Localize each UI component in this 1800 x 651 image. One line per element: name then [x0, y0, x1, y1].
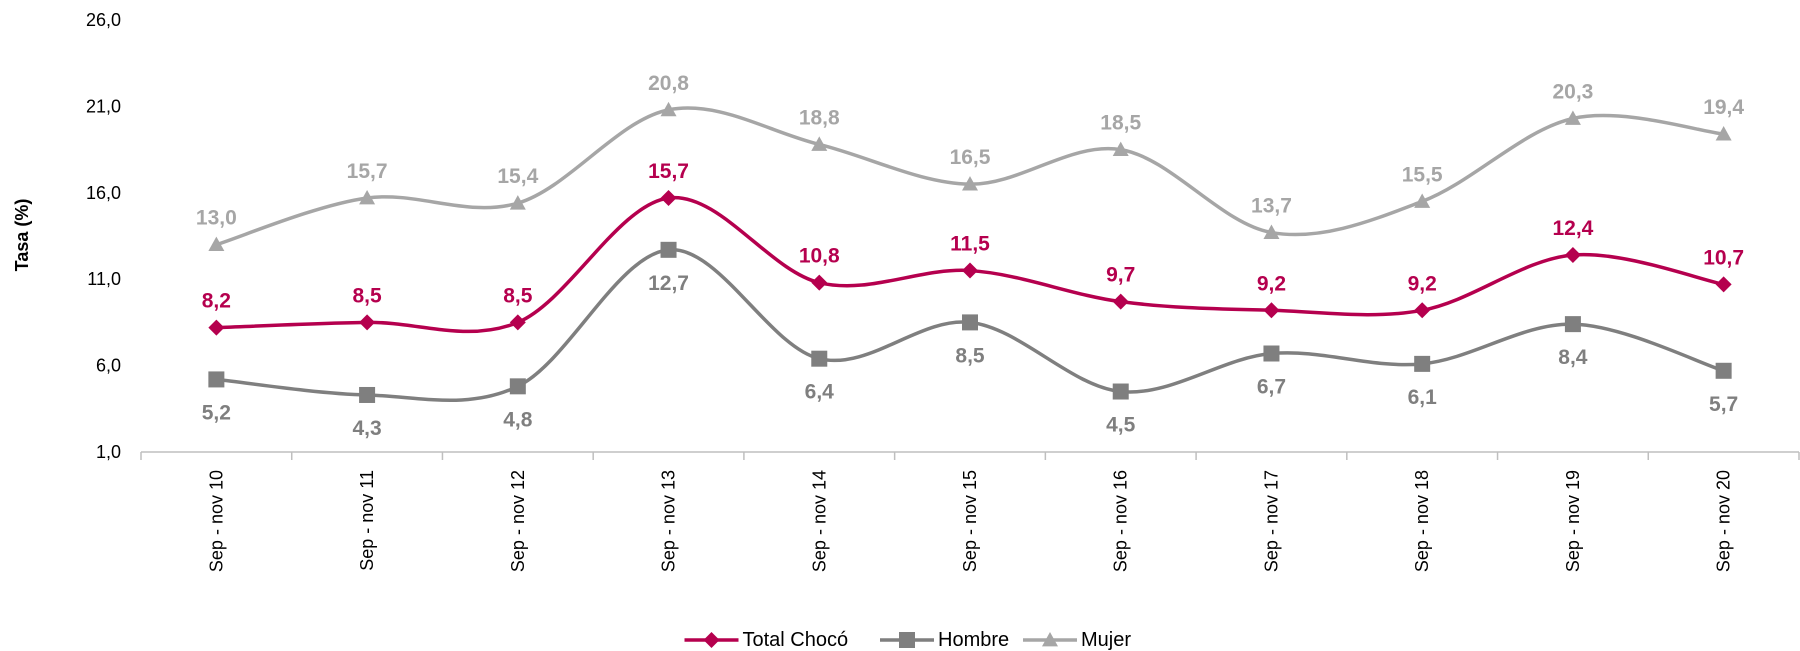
- x-tick-label: Sep - nov 14: [809, 470, 829, 572]
- point: [509, 195, 526, 210]
- point: [1715, 126, 1732, 141]
- data-label: 5,2: [202, 401, 231, 424]
- point: [1414, 302, 1431, 319]
- point: [509, 378, 526, 395]
- point: [1414, 193, 1431, 208]
- point: [703, 632, 720, 648]
- legend-item: Mujer: [1023, 629, 1131, 651]
- point: [962, 262, 978, 279]
- point: [1042, 632, 1058, 647]
- legend-label: Mujer: [1081, 629, 1131, 651]
- point: [660, 101, 677, 117]
- data-label: 16,5: [950, 146, 991, 169]
- y-tick-label: 6,0: [96, 356, 121, 376]
- data-label: 4,8: [503, 408, 533, 431]
- point: [1564, 110, 1581, 125]
- point: [1112, 383, 1129, 400]
- data-label: 8,5: [503, 284, 533, 307]
- data-label: 4,5: [1106, 414, 1136, 437]
- data-label: 13,0: [196, 207, 237, 230]
- x-tick-label: Sep - nov 15: [960, 470, 980, 572]
- point: [208, 236, 225, 252]
- point: [811, 136, 828, 151]
- x-tick-label: Sep - nov 20: [1714, 470, 1734, 572]
- x-tick-label: Sep - nov 17: [1261, 470, 1281, 572]
- data-label: 10,8: [799, 245, 840, 268]
- y-tick-label: 11,0: [87, 269, 121, 289]
- data-label: 6,1: [1408, 386, 1438, 409]
- data-label: 18,5: [1100, 112, 1141, 135]
- point: [1263, 345, 1280, 362]
- point: [1263, 224, 1280, 239]
- y-tick-label: 1,0: [96, 442, 121, 462]
- data-label: 9,2: [1257, 272, 1286, 295]
- data-label: 19,4: [1703, 96, 1744, 119]
- data-label: 15,7: [648, 160, 689, 183]
- x-tick-label: Sep - nov 19: [1563, 470, 1583, 572]
- point: [1112, 293, 1129, 310]
- x-tick-label: Sep - nov 16: [1111, 470, 1131, 572]
- point: [1715, 362, 1732, 379]
- point: [208, 319, 225, 336]
- data-label: 12,7: [648, 272, 689, 295]
- point: [962, 314, 978, 331]
- line: [216, 248, 1725, 403]
- point: [962, 176, 978, 191]
- data-label: 6,4: [805, 381, 835, 404]
- point: [509, 314, 526, 331]
- data-label: 11,5: [950, 233, 990, 256]
- point: [1564, 316, 1581, 333]
- legend-label: Total Chocó: [743, 629, 849, 651]
- data-label: 10,7: [1703, 246, 1744, 269]
- data-label: 15,7: [347, 160, 388, 183]
- data-label: 15,4: [497, 165, 538, 188]
- x-tick-label: Sep - nov 13: [659, 470, 679, 572]
- legend-item: Total Chocó: [684, 629, 849, 651]
- x-tick-label: Sep - nov 10: [206, 470, 226, 572]
- data-label: 18,8: [799, 106, 840, 129]
- line: [216, 196, 1724, 334]
- data-label: 20,8: [648, 72, 689, 95]
- point: [359, 189, 376, 205]
- legend-label: Hombre: [938, 629, 1009, 651]
- point: [208, 371, 225, 388]
- y-tick-label: 21,0: [86, 96, 121, 116]
- data-label: 20,3: [1552, 80, 1593, 103]
- data-label: 8,4: [1558, 346, 1588, 369]
- x-tick-label: Sep - nov 18: [1412, 470, 1432, 572]
- data-label: 13,7: [1251, 195, 1292, 218]
- data-label: 8,5: [352, 284, 382, 307]
- point: [359, 386, 376, 403]
- point: [899, 632, 915, 648]
- x-tick-label: Sep - nov 11: [357, 470, 377, 571]
- data-label: 12,4: [1552, 217, 1593, 240]
- series: 8,2 8,5 8,5 15,7 10,8 11,5 9,7 9,2 9,2 12,4 10,7: [202, 160, 1744, 336]
- data-label: 15,5: [1402, 163, 1443, 186]
- legend-item: Hombre: [880, 629, 1009, 651]
- point: [1414, 355, 1431, 372]
- y-tick-label: 16,0: [86, 183, 121, 203]
- point: [1564, 247, 1581, 264]
- series: 13,0 15,7 15,4 20,8 18,8 16,5 18,5 13,7 15,5 20,3…: [196, 72, 1744, 252]
- point: [1715, 276, 1732, 293]
- data-label: 4,3: [352, 417, 381, 440]
- point: [660, 189, 677, 206]
- point: [660, 241, 677, 258]
- data-label: 5,7: [1709, 393, 1738, 416]
- x-tick-label: Sep - nov 12: [508, 470, 528, 572]
- point: [359, 314, 376, 331]
- point: [811, 274, 828, 291]
- series: 5,2 4,3 4,8 12,7 6,4 8,5 4,5 6,7 6,1 8,4 5,7: [202, 241, 1738, 440]
- data-label: 9,7: [1106, 264, 1135, 287]
- point: [1263, 302, 1280, 319]
- data-label: 9,2: [1408, 272, 1437, 295]
- data-label: 6,7: [1257, 376, 1286, 399]
- point: [1112, 141, 1129, 156]
- data-label: 8,2: [202, 290, 231, 313]
- y-tick-label: 26,0: [86, 10, 121, 30]
- point: [811, 350, 828, 367]
- data-label: 8,5: [955, 344, 985, 367]
- y-axis-label: Tasa (%): [12, 199, 32, 272]
